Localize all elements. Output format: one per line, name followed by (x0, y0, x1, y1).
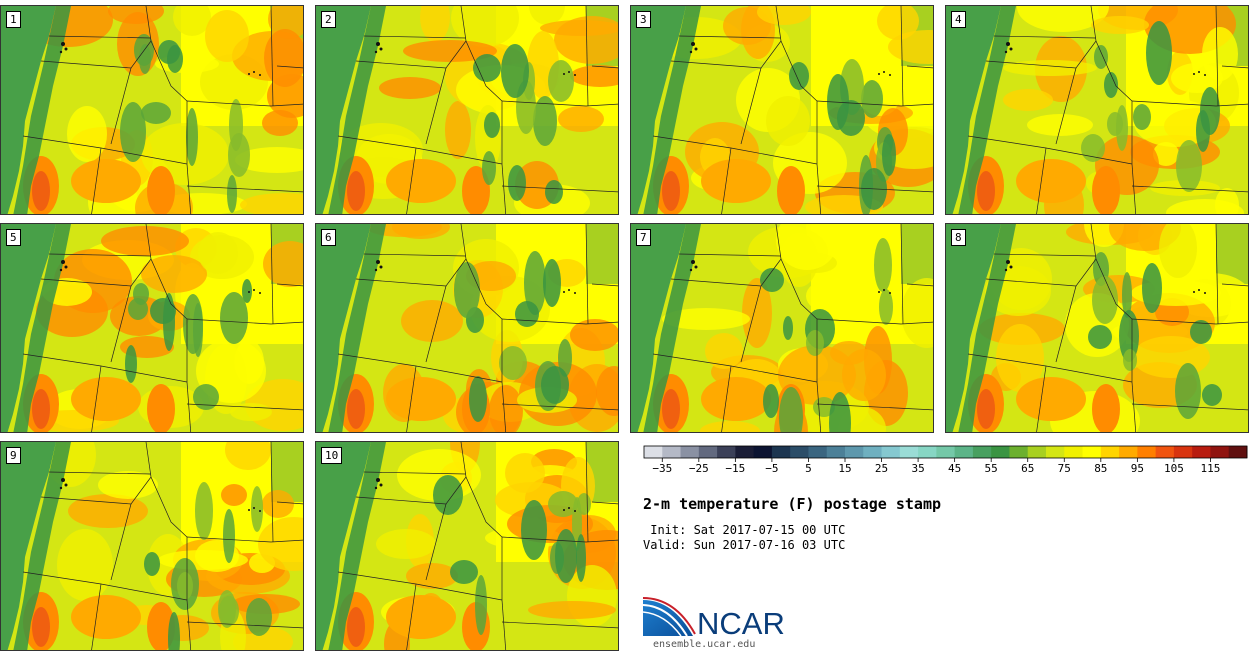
stamp-number: 8 (951, 229, 966, 246)
stamp-number: 1 (6, 11, 21, 28)
colorbar-tick-label: −25 (689, 462, 709, 475)
colorbar-swatch (771, 446, 791, 458)
stamp-number: 9 (6, 447, 21, 464)
colorbar-swatch (1046, 446, 1065, 458)
stamp-number: 7 (636, 229, 651, 246)
colorbar-swatch (1155, 446, 1175, 458)
postage-stamp-map: 7 (630, 223, 934, 433)
colorbar-swatch (991, 446, 1010, 458)
init-time: Init: Sat 2017-07-15 00 UTC (643, 523, 846, 537)
ncar-logo: NCAR (643, 597, 785, 640)
colorbar-tick-label: 15 (838, 462, 851, 475)
colorbar-swatch (1192, 446, 1211, 458)
colorbar-border (643, 445, 1248, 459)
colorbar-swatch (863, 446, 883, 458)
product-title: 2-m temperature (F) postage stamp (643, 495, 942, 513)
colorbar-swatch (662, 446, 682, 458)
postage-stamp-map: 4 (945, 5, 1249, 215)
colorbar-tick-label: 65 (1021, 462, 1034, 475)
colorbar-swatch (735, 446, 755, 458)
colorbar-swatch (1228, 446, 1248, 458)
colorbar-swatch (899, 446, 919, 458)
stamp-number: 10 (321, 447, 343, 464)
stamp-number: 2 (321, 11, 336, 28)
colorbar-swatch (644, 446, 663, 458)
colorbar-tick-label: 25 (875, 462, 888, 475)
colorbar-swatch (1064, 446, 1084, 458)
postage-stamp-map: 1 (0, 5, 304, 215)
colorbar-swatch (954, 446, 974, 458)
stamp-number: 5 (6, 229, 21, 246)
colorbar-tick-label: 35 (911, 462, 924, 475)
colorbar-tick-label: 75 (1058, 462, 1071, 475)
colorbar-swatch (680, 446, 700, 458)
colorbar-swatch (1082, 446, 1102, 458)
postage-stamp-map: 9 (0, 441, 304, 651)
colorbar-swatch (1210, 446, 1230, 458)
colorbar-tick-label: 45 (948, 462, 961, 475)
colorbar-tick-label: −35 (652, 462, 672, 475)
colorbar-swatch (918, 446, 937, 458)
ncar-logo-text: NCAR (697, 606, 785, 640)
stamp-number: 3 (636, 11, 651, 28)
colorbar-tick-label: 85 (1094, 462, 1107, 475)
colorbar-swatch (972, 446, 992, 458)
colorbar-swatch (1137, 446, 1157, 458)
valid-time: Valid: Sun 2017-07-16 03 UTC (643, 538, 846, 552)
colorbar-swatch (698, 446, 718, 458)
colorbar-tick-label: 105 (1164, 462, 1184, 475)
colorbar-swatch (936, 446, 956, 458)
stamp-number: 6 (321, 229, 336, 246)
postage-stamp-map: 3 (630, 5, 934, 215)
colorbar-swatch (790, 446, 809, 458)
colorbar-swatch (753, 446, 773, 458)
colorbar-swatch (1119, 446, 1138, 458)
colorbar-swatch (1027, 446, 1047, 458)
stamp-number: 4 (951, 11, 966, 28)
colorbar-swatch (1173, 446, 1193, 458)
colorbar-swatch (845, 446, 864, 458)
colorbar-tick-label: 55 (985, 462, 998, 475)
colorbar-swatch (1009, 446, 1029, 458)
colorbar-swatch (881, 446, 901, 458)
colorbar-tick-label: 95 (1131, 462, 1144, 475)
postage-stamp-map: 8 (945, 223, 1249, 433)
postage-stamp-map: 5 (0, 223, 304, 433)
postage-stamp-map: 10 (315, 441, 619, 651)
postage-stamp-map: 6 (315, 223, 619, 433)
postage-stamp-map: 2 (315, 5, 619, 215)
colorbar-tick-label: 5 (805, 462, 812, 475)
colorbar-swatch (717, 446, 736, 458)
colorbar-tick-label: 115 (1201, 462, 1221, 475)
colorbar-tick-label: −5 (765, 462, 778, 475)
colorbar-swatch (1100, 446, 1120, 458)
url-text: ensemble.ucar.edu (653, 639, 756, 650)
colorbar-swatch (808, 446, 828, 458)
colorbar-swatch (826, 446, 846, 458)
colorbar-tick-label: −15 (725, 462, 745, 475)
temperature-colorbar: −35 −25 −15 −5 5 15 25 35 45 55 65 75 85 95 105 115 (643, 445, 1248, 475)
